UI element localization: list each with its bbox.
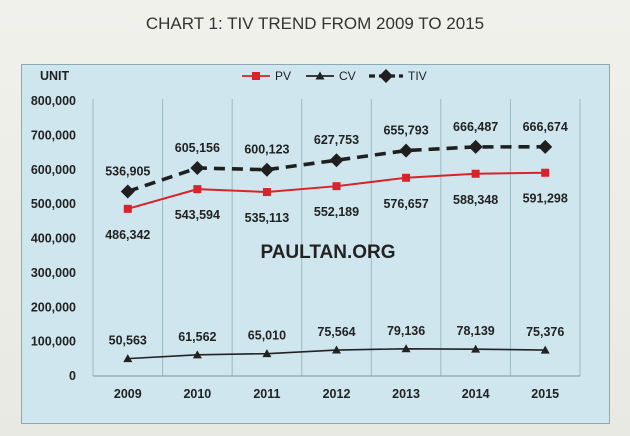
data-label-tiv: 605,156	[175, 141, 220, 155]
data-label-cv: 75,376	[526, 325, 564, 339]
data-label-cv: 65,010	[248, 329, 286, 343]
data-point-pv	[402, 173, 411, 182]
y-tick-label: 800,000	[31, 94, 76, 108]
data-label-cv: 50,563	[109, 334, 147, 348]
chart-title: CHART 1: TIV TREND FROM 2009 TO 2015	[145, 14, 485, 33]
watermark-text: PAULTAN.ORG	[260, 242, 395, 263]
chart-area	[21, 64, 610, 424]
data-point-cv	[192, 350, 202, 359]
legend-label-cv: CV	[339, 69, 356, 83]
data-label-tiv: 536,905	[105, 164, 150, 178]
x-tick-label: 2009	[114, 387, 142, 401]
x-tick-label: 2011	[253, 387, 280, 401]
data-label-tiv: 627,753	[314, 133, 359, 147]
x-tick-label: 2010	[183, 387, 211, 401]
legend-label-tiv: TIV	[408, 69, 427, 83]
y-tick-label: 300,000	[31, 266, 76, 280]
legend-marker-cv	[315, 71, 325, 80]
data-label-pv: 552,189	[314, 205, 359, 219]
data-point-pv	[262, 188, 271, 197]
legend-label-pv: PV	[275, 69, 291, 83]
y-tick-label: 200,000	[31, 300, 76, 314]
data-label-pv: 588,348	[453, 193, 498, 207]
data-point-tiv	[399, 143, 414, 158]
data-label-pv: 576,657	[383, 197, 428, 211]
data-point-tiv	[259, 162, 274, 177]
data-point-tiv	[190, 160, 205, 175]
y-tick-label: 400,000	[31, 232, 76, 246]
y-tick-label: 700,000	[31, 128, 76, 142]
data-point-tiv	[120, 184, 135, 199]
data-point-pv	[332, 182, 341, 191]
data-label-pv: 591,298	[523, 192, 568, 206]
data-label-pv: 535,113	[245, 211, 290, 225]
data-label-pv: 486,342	[105, 228, 150, 242]
data-point-tiv	[538, 139, 553, 154]
x-tick-label: 2014	[462, 387, 490, 401]
y-tick-label: 100,000	[31, 335, 76, 349]
data-point-cv	[401, 344, 411, 353]
x-tick-label: 2013	[392, 387, 420, 401]
data-point-tiv	[329, 153, 344, 168]
data-point-cv	[471, 344, 481, 353]
legend-marker-tiv	[379, 69, 393, 83]
y-tick-label: 600,000	[31, 163, 76, 177]
legend-marker-pv	[252, 72, 260, 80]
x-tick-label: 2015	[531, 387, 559, 401]
data-label-cv: 78,139	[457, 324, 495, 338]
data-label-cv: 75,564	[317, 325, 355, 339]
data-label-cv: 79,136	[387, 324, 425, 338]
data-point-pv	[471, 169, 480, 178]
data-point-pv	[123, 204, 132, 213]
data-point-cv	[540, 345, 550, 354]
data-point-cv	[332, 345, 341, 354]
data-point-cv	[262, 349, 272, 358]
data-point-cv	[123, 354, 133, 363]
data-point-pv	[193, 185, 202, 194]
data-label-tiv: 666,674	[523, 120, 568, 134]
y-tick-label: 500,000	[31, 197, 76, 211]
y-axis-unit-label: UNIT	[40, 69, 70, 83]
data-label-tiv: 655,793	[383, 124, 428, 138]
data-label-tiv: 666,487	[453, 120, 498, 134]
data-point-tiv	[468, 139, 483, 154]
data-point-pv	[541, 168, 550, 177]
y-tick-label: 0	[69, 369, 76, 383]
x-tick-label: 2012	[323, 387, 351, 401]
data-label-cv: 61,562	[178, 330, 216, 344]
data-label-pv: 543,594	[175, 208, 220, 222]
data-label-tiv: 600,123	[244, 143, 289, 157]
